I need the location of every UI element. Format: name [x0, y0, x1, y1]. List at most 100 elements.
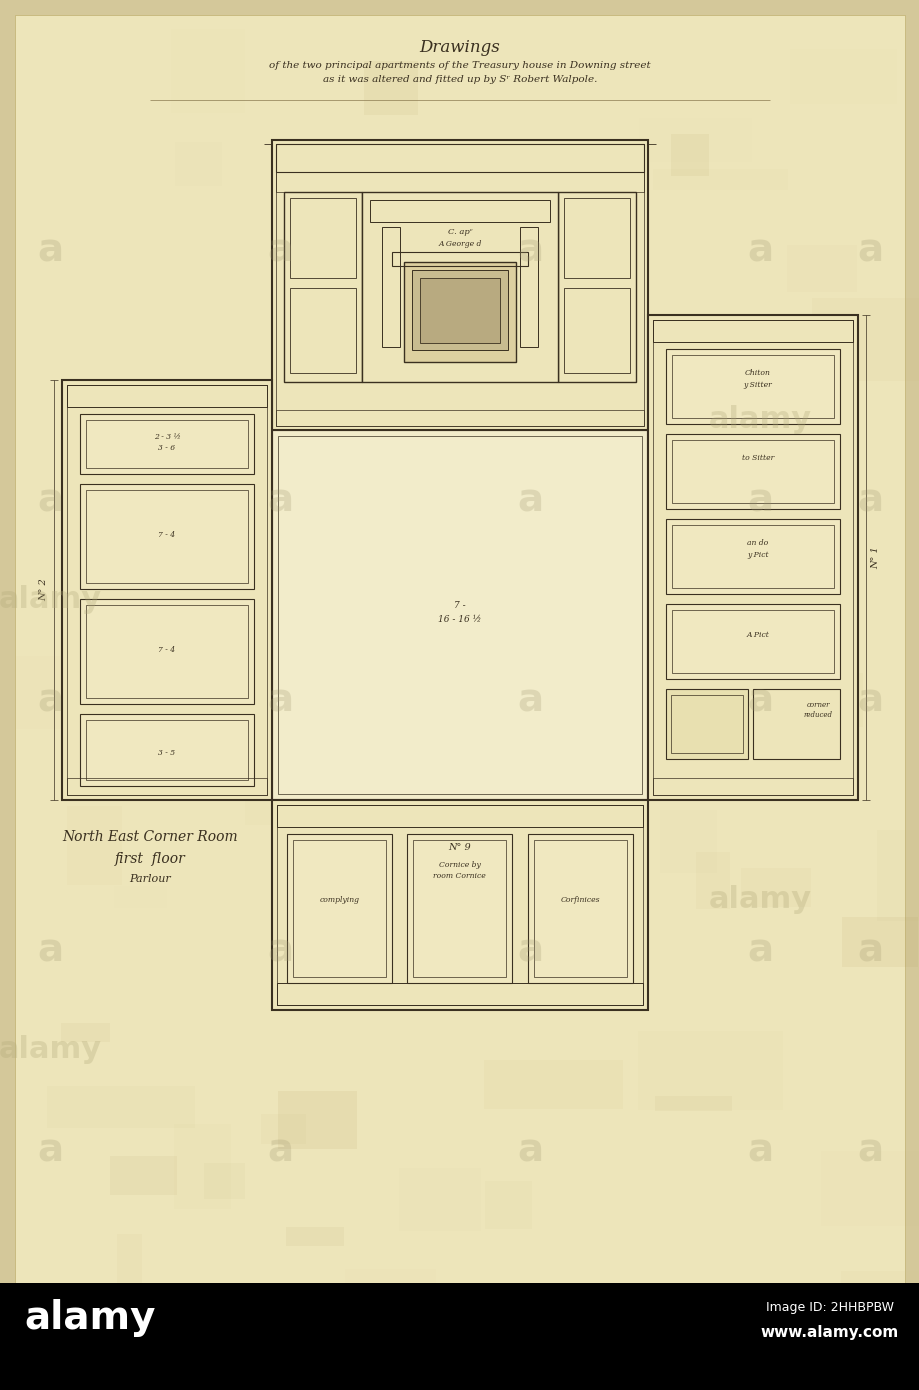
- Text: a: a: [746, 481, 772, 518]
- Bar: [80, 484, 254, 589]
- Bar: [412, 270, 507, 350]
- Bar: [483, 1061, 622, 1109]
- Bar: [357, 1168, 494, 1194]
- Bar: [576, 847, 608, 916]
- Bar: [671, 525, 834, 588]
- Bar: [276, 410, 643, 425]
- Bar: [473, 36, 610, 104]
- Text: first  floor: first floor: [115, 852, 185, 866]
- Bar: [244, 763, 289, 826]
- Bar: [277, 805, 642, 1005]
- Bar: [272, 430, 647, 801]
- Bar: [255, 578, 380, 600]
- Bar: [278, 436, 641, 794]
- Bar: [652, 320, 852, 795]
- Text: a: a: [37, 1131, 63, 1169]
- Text: of the two principal apartments of the Treasury house in Downing street: of the two principal apartments of the T…: [269, 61, 650, 71]
- Text: room Cornice: room Cornice: [433, 872, 485, 880]
- Bar: [174, 1125, 231, 1209]
- Bar: [696, 852, 729, 909]
- Bar: [486, 165, 547, 227]
- Bar: [181, 402, 299, 481]
- Text: a: a: [516, 231, 542, 270]
- Bar: [283, 384, 361, 441]
- Text: a: a: [516, 681, 542, 719]
- Bar: [117, 1234, 142, 1293]
- Bar: [671, 354, 834, 418]
- Text: 7 - 4: 7 - 4: [158, 531, 176, 539]
- Bar: [406, 260, 473, 313]
- Bar: [16, 656, 137, 728]
- Text: an do: an do: [746, 539, 767, 548]
- Bar: [171, 29, 244, 113]
- Bar: [80, 599, 254, 703]
- Bar: [663, 332, 728, 402]
- Bar: [335, 525, 400, 556]
- Bar: [519, 227, 538, 348]
- Text: y Sitter: y Sitter: [743, 381, 772, 389]
- Bar: [752, 689, 839, 759]
- Text: alamy: alamy: [708, 885, 811, 915]
- Bar: [277, 983, 642, 1005]
- Bar: [287, 834, 391, 983]
- Text: A George d: A George d: [437, 240, 482, 247]
- Text: a: a: [746, 1131, 772, 1169]
- Bar: [67, 385, 267, 407]
- Bar: [420, 278, 499, 343]
- Bar: [85, 720, 248, 780]
- Bar: [359, 755, 404, 792]
- Text: a: a: [516, 931, 542, 969]
- Bar: [671, 441, 834, 503]
- Bar: [289, 288, 356, 373]
- Bar: [416, 161, 466, 252]
- Text: alamy: alamy: [708, 406, 811, 435]
- Bar: [528, 834, 632, 983]
- Bar: [67, 385, 267, 795]
- Bar: [272, 801, 647, 1011]
- Text: C. apᶜ: C. apᶜ: [448, 228, 471, 236]
- Bar: [352, 835, 415, 935]
- Bar: [403, 580, 539, 603]
- Bar: [820, 1151, 919, 1226]
- Bar: [211, 997, 252, 1031]
- Text: 3 - 6: 3 - 6: [158, 443, 176, 452]
- Text: a: a: [267, 931, 293, 969]
- Bar: [647, 316, 857, 801]
- Text: Cornice by: Cornice by: [438, 860, 480, 869]
- Bar: [67, 806, 122, 885]
- Bar: [696, 714, 804, 748]
- Text: corner
reduced: corner reduced: [802, 702, 832, 719]
- Bar: [414, 781, 482, 824]
- Text: a: a: [37, 481, 63, 518]
- Text: Parlour: Parlour: [129, 874, 171, 884]
- Bar: [713, 1006, 858, 1088]
- Text: a: a: [856, 681, 882, 719]
- Text: complying: complying: [319, 897, 359, 904]
- Text: a: a: [37, 931, 63, 969]
- Text: a: a: [267, 231, 293, 270]
- Text: www.alamy.com: www.alamy.com: [760, 1326, 898, 1340]
- Bar: [345, 1269, 436, 1289]
- Bar: [671, 610, 834, 673]
- Bar: [654, 1095, 732, 1111]
- Bar: [563, 197, 630, 278]
- Bar: [639, 118, 751, 163]
- Bar: [67, 778, 267, 795]
- Bar: [114, 885, 167, 908]
- Bar: [563, 288, 630, 373]
- Text: a: a: [746, 681, 772, 719]
- Text: to Sitter: to Sitter: [741, 455, 773, 461]
- Bar: [277, 805, 642, 827]
- Bar: [653, 564, 765, 585]
- Bar: [357, 820, 389, 904]
- Bar: [289, 197, 356, 278]
- Bar: [113, 698, 245, 752]
- Bar: [829, 673, 862, 727]
- Bar: [429, 261, 527, 335]
- Bar: [412, 885, 468, 913]
- Bar: [576, 452, 613, 498]
- Text: 16 - 16 ½: 16 - 16 ½: [437, 614, 482, 624]
- Text: Drawings: Drawings: [419, 39, 500, 57]
- Bar: [272, 140, 647, 430]
- Bar: [403, 261, 516, 361]
